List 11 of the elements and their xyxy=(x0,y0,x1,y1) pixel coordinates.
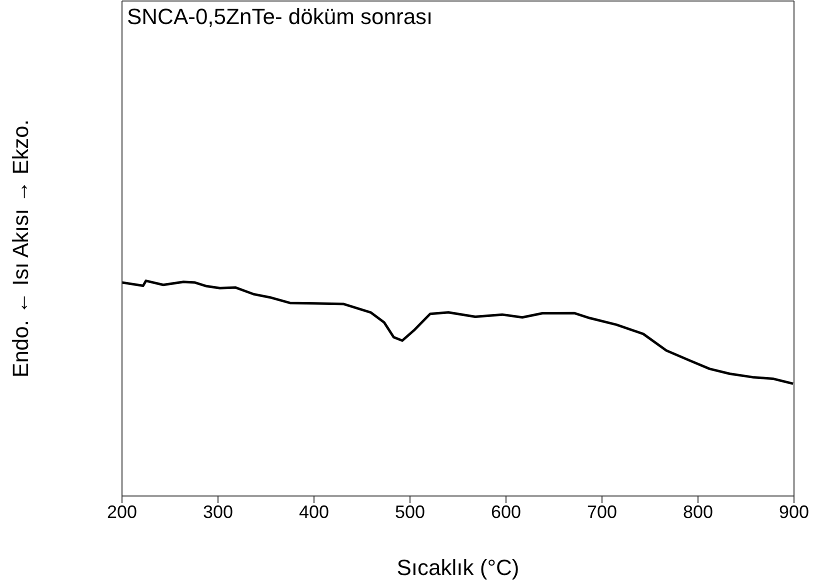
chart-title: SNCA-0,5ZnTe- döküm sonrası xyxy=(127,4,433,30)
x-tick-label: 400 xyxy=(298,502,330,522)
x-tick-label: 300 xyxy=(202,502,234,522)
x-tick-label: 200 xyxy=(106,502,138,522)
x-tick-label: 600 xyxy=(490,502,522,522)
x-tick-label: 500 xyxy=(394,502,426,522)
x-axis-title: Sıcaklık (°C) xyxy=(396,555,520,580)
x-tick-label: 800 xyxy=(682,502,714,522)
x-tick-label: 700 xyxy=(586,502,618,522)
y-axis-title: Endo. ← Isı Akısı → Ekzo. xyxy=(8,120,33,378)
x-tick-label: 900 xyxy=(778,502,810,522)
